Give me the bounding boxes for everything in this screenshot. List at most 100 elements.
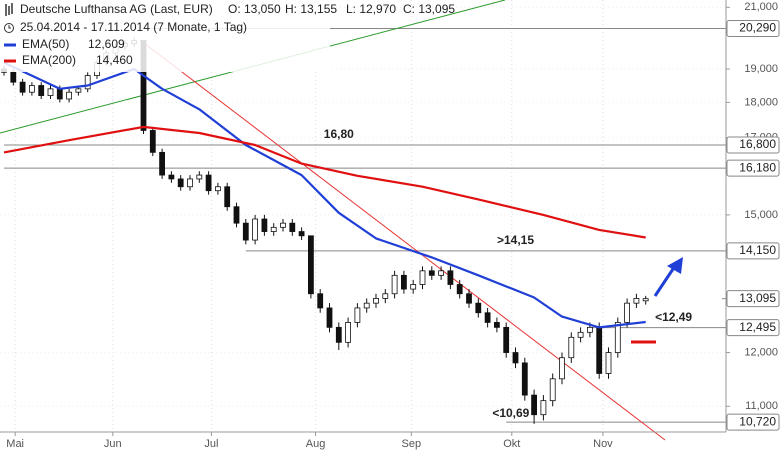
candle-body [540, 400, 547, 416]
candle-body [252, 218, 259, 241]
level-label: 12,495 [739, 320, 776, 334]
candle-body [19, 81, 26, 93]
y-tick-label: 21,000 [744, 1, 778, 13]
candle-body [66, 91, 72, 100]
candle-body [614, 322, 621, 353]
level-box [726, 159, 780, 177]
x-tick-label: Mai [6, 438, 24, 450]
annotation: <12,49 [655, 310, 692, 324]
candle-body [270, 226, 277, 232]
candle-body [363, 302, 370, 309]
candle-body [447, 270, 454, 285]
x-tick-label: Nov [593, 438, 613, 450]
candle-body [56, 88, 63, 100]
candle-body [577, 331, 584, 338]
candle-body [289, 222, 296, 232]
annotation: 16,80 [324, 127, 354, 141]
candle-body [503, 326, 510, 353]
candle-body [298, 231, 305, 237]
candle-body [205, 174, 212, 192]
candle-body [159, 151, 166, 176]
candle-body [307, 235, 314, 295]
candle-body [38, 85, 45, 96]
candle-body [242, 222, 249, 241]
candle-body [549, 378, 556, 402]
x-tick-label: Okt [503, 438, 520, 450]
candle-body [261, 218, 268, 232]
candle-icon [5, 3, 13, 16]
candle-body [354, 307, 361, 323]
candle-body [317, 293, 324, 309]
level-label: 16,180 [739, 160, 776, 174]
level-box [726, 136, 780, 154]
arrow-head [667, 257, 683, 274]
candle-body [84, 75, 91, 90]
candle-body [531, 394, 537, 416]
candle-body [196, 174, 203, 180]
info-close: C: 13,095 [403, 2, 455, 16]
candle-body [75, 88, 82, 93]
candle-body [624, 302, 630, 323]
info-low: L: 12,970 [346, 2, 396, 16]
legend-value: 12,609 [88, 37, 125, 51]
legend-value: 14,460 [96, 53, 133, 67]
legend-bg [0, 0, 330, 72]
legend-entry: EMA(200) [22, 53, 76, 67]
y-tick-label: 18,000 [744, 96, 778, 108]
candle-body [214, 186, 221, 192]
candle-body [224, 186, 231, 208]
candle-body [233, 206, 240, 224]
y-tick-label: 11,000 [745, 400, 778, 412]
x-tick-label: Aug [306, 438, 326, 450]
candle-body [428, 270, 435, 276]
candle-body [382, 293, 389, 299]
candle-body [28, 85, 35, 93]
level-label: 20,290 [739, 21, 776, 35]
level-box [726, 413, 780, 431]
candle-body [345, 322, 352, 343]
candle-body [568, 336, 575, 359]
candle-layer [1, 37, 649, 424]
candle-body [438, 270, 445, 276]
candle-body [512, 352, 519, 364]
info-high: H: 13,155 [285, 2, 337, 16]
candle-body [10, 71, 17, 83]
level-box [726, 20, 780, 38]
candle-body [187, 178, 193, 188]
price-marker-label: 13,095 [739, 291, 776, 305]
x-tick-label: Jul [204, 438, 218, 450]
y-tick-label: 15,000 [744, 209, 778, 221]
arrow-shaft [653, 265, 677, 297]
candle-body [391, 274, 398, 295]
trend-line-down [139, 39, 666, 441]
candle-body [521, 362, 528, 396]
x-tick-label: Sep [402, 438, 422, 450]
annotation: >14,15 [497, 233, 534, 247]
candle-body [466, 293, 472, 304]
candle-body [410, 284, 417, 290]
period: 25.04.2014 - 17.11.2014 (7 Monate, 1 Tag… [20, 20, 247, 34]
candle-body [149, 130, 156, 153]
y-tick-label: 12,000 [744, 346, 778, 358]
annotation: <10,69 [492, 406, 529, 420]
info-open: O: 13,050 [228, 2, 281, 16]
legend-entry: EMA(50) [22, 37, 69, 51]
price-marker-box [726, 290, 780, 308]
candle-body [475, 302, 482, 314]
candle-body [419, 270, 426, 285]
candle-body [587, 326, 593, 333]
candle-body [633, 298, 640, 304]
level-box [726, 319, 780, 337]
x-tick-label: Jun [104, 438, 122, 450]
candle-body [559, 357, 565, 380]
ema-layer [3, 61, 646, 329]
candle-body [373, 298, 379, 304]
ema-line [3, 61, 646, 329]
candle-body [484, 312, 491, 323]
clock-icon [4, 23, 14, 33]
candle-body [493, 322, 500, 328]
candle-body [47, 88, 54, 96]
candle-body [605, 352, 612, 374]
